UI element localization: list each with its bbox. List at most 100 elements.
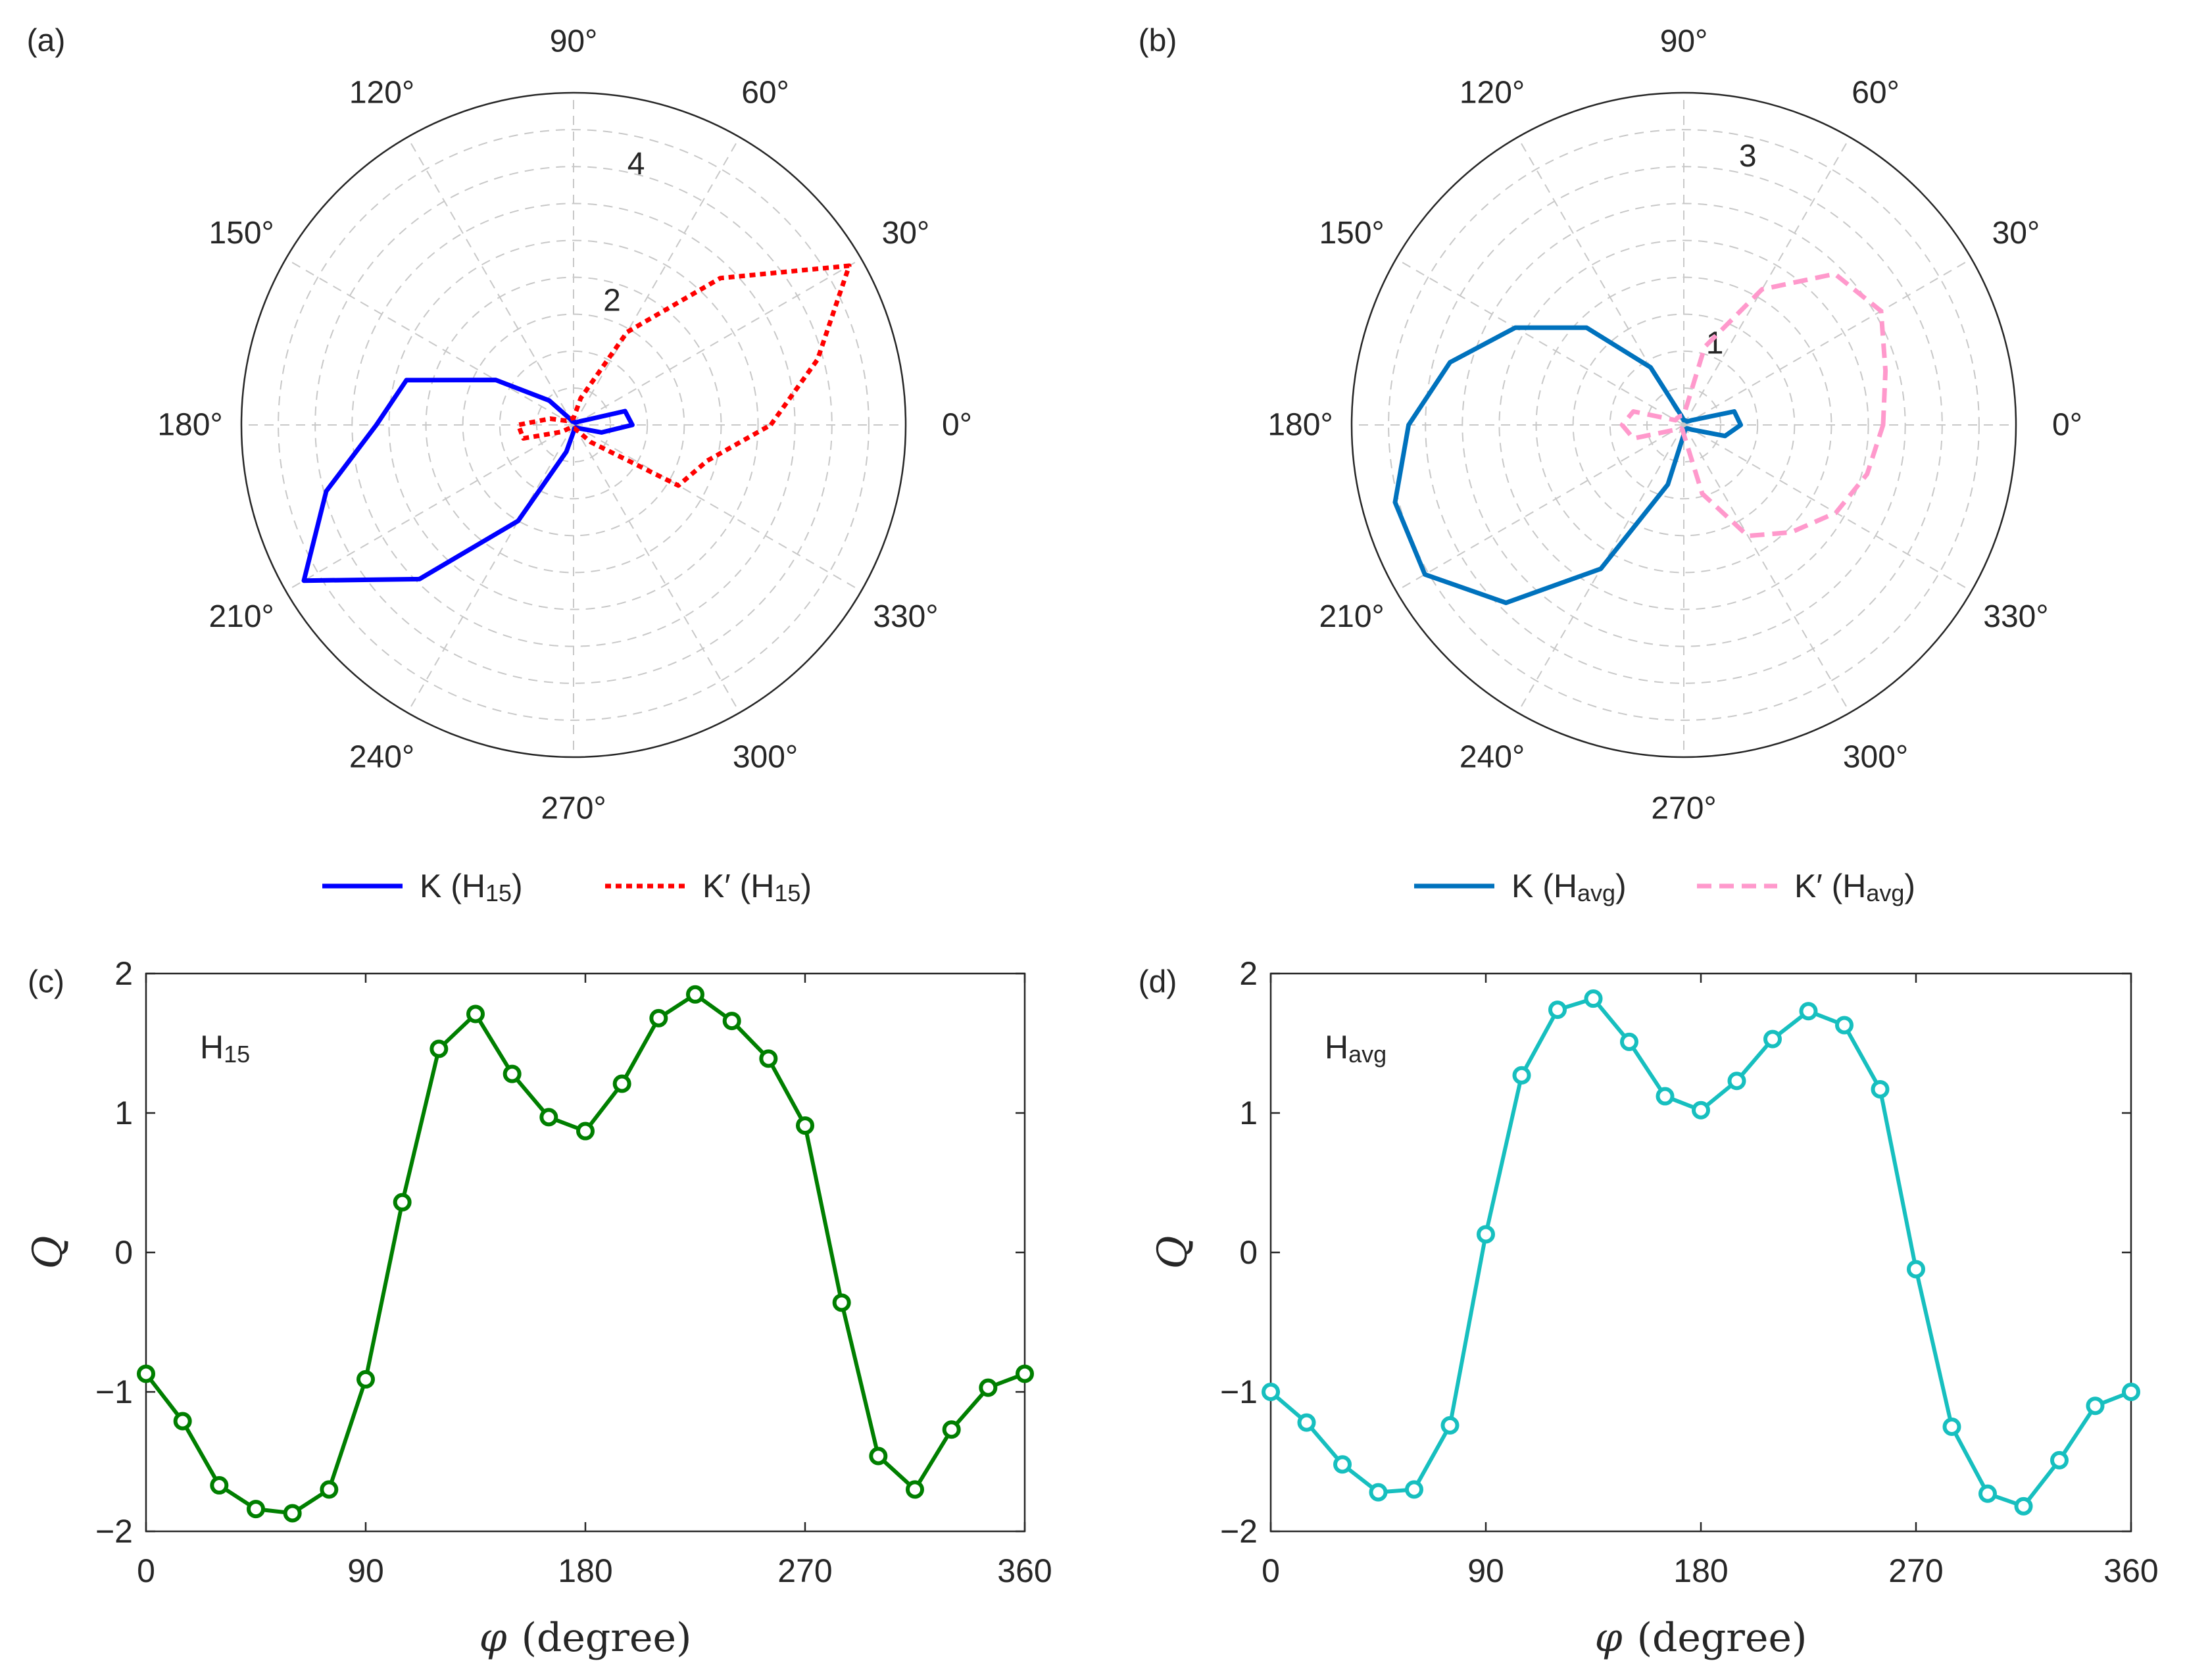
x-tick-label: 0	[137, 1552, 155, 1589]
panel-label: (b)	[1139, 24, 1177, 59]
data-point	[722, 1012, 741, 1031]
data-point	[576, 1122, 595, 1141]
polar-panel-a: (a) 0° 30° 60° 90° 120° 150° 180° 210° 240° 270° 30…	[27, 24, 972, 906]
legend-label: K (H15)	[420, 868, 523, 906]
legend-label-tail: )	[1615, 868, 1627, 904]
radial-tick-label: 3	[1739, 139, 1757, 174]
data-point	[1405, 1480, 1423, 1499]
polar-grid-spoke	[1396, 424, 1684, 592]
data-point	[2014, 1496, 2033, 1516]
polar-grid-ring	[278, 129, 870, 721]
data-point	[1871, 1079, 1890, 1099]
x-tick-label: 180	[558, 1552, 612, 1589]
data-point	[1620, 1032, 1638, 1051]
angle-tick-label: 330°	[1983, 599, 2048, 634]
x-tick-label: 360	[2103, 1552, 2158, 1589]
data-point	[1440, 1416, 1460, 1435]
y-tick-label: 1	[1239, 1095, 1258, 1131]
y-tick-label: −1	[95, 1373, 133, 1410]
data-point	[1942, 1418, 1961, 1436]
axes-box	[145, 972, 1026, 1533]
data-point	[137, 1364, 155, 1383]
data-point	[2122, 1383, 2140, 1401]
panel-label: (c)	[28, 965, 64, 1000]
data-point	[173, 1412, 192, 1431]
polar-grid-spoke	[573, 258, 862, 426]
angle-tick-label: 120°	[349, 76, 414, 111]
polar-panel-b: (b) 0° 30° 60° 90° 120° 150° 180° 210° 240° 270° 30…	[1139, 24, 2082, 906]
panel-annotation: H15	[200, 1029, 250, 1068]
angle-tick-label: 270°	[541, 791, 606, 826]
x-tick-label: 90	[1467, 1552, 1504, 1589]
x-tick-label: 270	[1888, 1552, 1943, 1589]
legend-label-main: K (H	[420, 868, 485, 904]
angle-tick-label: 300°	[733, 739, 798, 774]
polar-series-line	[1619, 271, 1888, 539]
angle-tick-label: 30°	[1992, 216, 2040, 251]
polar-grid-spoke	[1683, 258, 1972, 426]
y-tick-label: −1	[1220, 1373, 1258, 1410]
data-point	[539, 1108, 558, 1127]
polar-outer-ring	[240, 91, 907, 758]
legend-label-tail: )	[512, 868, 523, 904]
angle-tick-label: 0°	[942, 408, 972, 443]
angle-tick-label: 150°	[209, 216, 274, 251]
data-point	[503, 1064, 522, 1083]
legend-label-main: K (H	[1511, 868, 1577, 904]
data-point	[1978, 1484, 1997, 1503]
data-point	[1907, 1260, 1925, 1279]
polar-grid-spoke	[573, 424, 741, 713]
data-point	[283, 1504, 302, 1523]
x-axis-label: φ (degree)	[479, 1615, 692, 1661]
polar-grid-spoke	[1396, 258, 1684, 426]
data-point	[1477, 1225, 1495, 1244]
angle-tick-label: 0°	[2052, 408, 2082, 443]
polar-grid-spoke	[406, 137, 574, 426]
data-point	[1333, 1455, 1352, 1474]
data-point	[247, 1500, 265, 1519]
annotation-sub: avg	[1348, 1041, 1387, 1068]
legend-label-sub: 15	[774, 879, 800, 906]
axes-box	[1269, 972, 2132, 1533]
data-point	[2050, 1450, 2069, 1470]
data-point	[1799, 1002, 1818, 1021]
panel-label: (d)	[1139, 965, 1177, 1000]
angle-tick-label: 90°	[1660, 24, 1708, 59]
angle-tick-label: 90°	[550, 24, 598, 59]
polar-series-line	[516, 263, 852, 488]
data-point	[1763, 1029, 1782, 1049]
polar-series-line	[1392, 325, 1744, 605]
polar-grid-ring	[1498, 239, 1869, 610]
annotation-main: H	[1325, 1029, 1348, 1066]
data-point	[612, 1074, 631, 1093]
x-axis-label-text: (degree)	[522, 1615, 692, 1661]
angle-tick-label: 120°	[1460, 76, 1525, 111]
y-axis-label: Q	[1148, 1236, 1196, 1270]
angle-tick-label: 30°	[882, 216, 930, 251]
y-tick-label: 0	[1239, 1234, 1258, 1271]
polar-grid-spoke	[573, 424, 862, 592]
legend-label-sub: avg	[1866, 879, 1904, 906]
angle-tick-label: 60°	[1852, 76, 1900, 111]
data-point	[1584, 989, 1603, 1008]
y-tick-label: 0	[114, 1234, 133, 1271]
legend-label: K′ (Havg)	[1794, 868, 1915, 906]
legend-label: K′ (H15)	[702, 868, 812, 906]
angle-tick-label: 210°	[209, 599, 274, 634]
y-tick-label: −2	[95, 1513, 133, 1550]
polar-grid-spoke	[1683, 424, 1851, 713]
data-point	[356, 1370, 375, 1389]
y-tick-label: 1	[114, 1095, 133, 1131]
x-axis-label-symbol: φ	[479, 1615, 507, 1661]
data-point	[686, 985, 704, 1004]
angle-tick-label: 330°	[873, 599, 938, 634]
data-point	[979, 1378, 998, 1397]
data-point	[796, 1116, 814, 1135]
angle-tick-label: 180°	[1267, 408, 1333, 443]
x-tick-label: 0	[1262, 1552, 1280, 1589]
data-point	[942, 1420, 961, 1439]
angle-tick-label: 210°	[1319, 599, 1384, 634]
y-tick-label: 2	[114, 955, 133, 992]
x-axis-label-text: (degree)	[1637, 1615, 1807, 1661]
annotation-main: H	[200, 1029, 224, 1066]
